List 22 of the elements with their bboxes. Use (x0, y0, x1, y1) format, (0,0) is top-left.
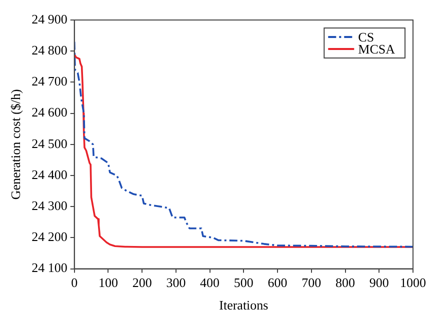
y-tick-label: 24 700 (32, 74, 68, 89)
x-tick-label: 800 (336, 275, 356, 290)
x-tick-label: 500 (234, 275, 254, 290)
x-tick-label: 200 (132, 275, 152, 290)
y-tick-label: 24 500 (32, 136, 68, 151)
y-tick-label: 24 400 (32, 166, 68, 182)
x-axis-title: Iterations (219, 298, 268, 313)
y-tick-label: 24 800 (32, 42, 68, 58)
x-tick-label: 700 (302, 275, 322, 290)
y-tick-label: 24 900 (32, 11, 68, 26)
x-tick-label: 400 (200, 275, 220, 290)
x-tick-label: 600 (268, 275, 288, 290)
x-tick-label: 900 (369, 275, 389, 290)
y-axis-title: Generation cost ($/h) (8, 89, 24, 200)
x-tick-label: 1000 (400, 275, 426, 290)
x-tick-label: 300 (166, 275, 186, 290)
y-tick-label: 24 200 (32, 229, 68, 244)
y-tick-label: 24 600 (32, 104, 68, 120)
y-tick-label: 24 300 (32, 198, 68, 214)
x-tick-label: 0 (71, 275, 78, 290)
y-tick-label: 24 100 (32, 260, 68, 276)
x-tick-label: 100 (98, 275, 118, 290)
